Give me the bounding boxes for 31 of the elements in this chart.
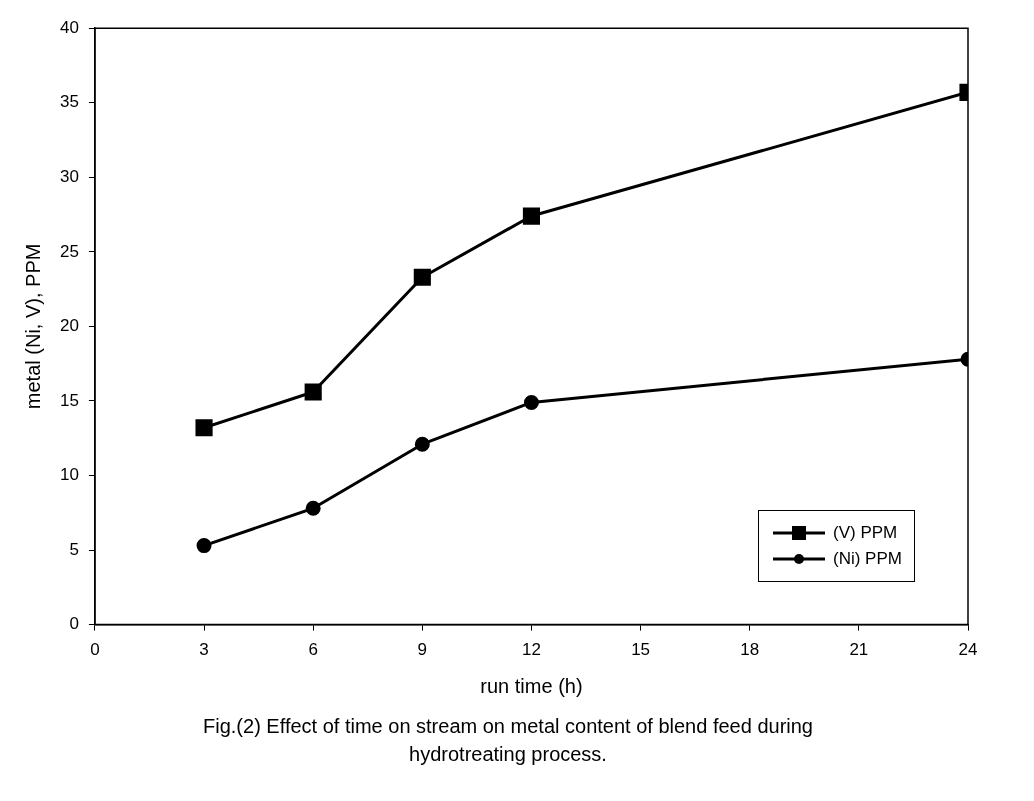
x-tick-label: 3: [199, 640, 209, 660]
y-tick-label: 25: [59, 241, 79, 261]
y-tick-label: 15: [59, 390, 79, 410]
point: [196, 538, 212, 554]
point: [523, 394, 539, 410]
point: [305, 500, 321, 516]
x-tick-label: 21: [849, 640, 869, 660]
text: Fig.(2) Effect of time on stream on metal content of blend feed during hydrotreating process.: [202, 714, 814, 767]
x-tick-label: 9: [417, 640, 428, 660]
point: [414, 436, 430, 452]
y-tick-label: 20: [59, 316, 79, 336]
point: [522, 207, 541, 225]
y-axis-title: metal (Ni, V), PPM: [21, 243, 44, 410]
y-tick-label: 35: [59, 92, 79, 112]
x-tick-label: 18: [740, 640, 760, 660]
x-tick-label: 15: [631, 640, 651, 660]
x-tick-label: 6: [308, 640, 318, 660]
x-tick-label: 0: [90, 640, 100, 660]
x-axis-title: run time (h): [480, 674, 583, 697]
point: [413, 268, 431, 286]
x-tick-label: 24: [958, 640, 978, 660]
y-tick-label: 0: [69, 614, 79, 634]
y-tick-label: 5: [69, 539, 79, 559]
x-tick-label: 12: [521, 640, 541, 660]
point: [195, 419, 213, 437]
y-tick-label: 40: [59, 17, 79, 37]
y-tick-label: 10: [59, 465, 79, 485]
point: [304, 383, 322, 401]
y-tick-label: 30: [59, 166, 79, 186]
legend-label: (Ni) PPM: [833, 548, 902, 569]
legend-label: (V) PPM: [833, 522, 898, 543]
